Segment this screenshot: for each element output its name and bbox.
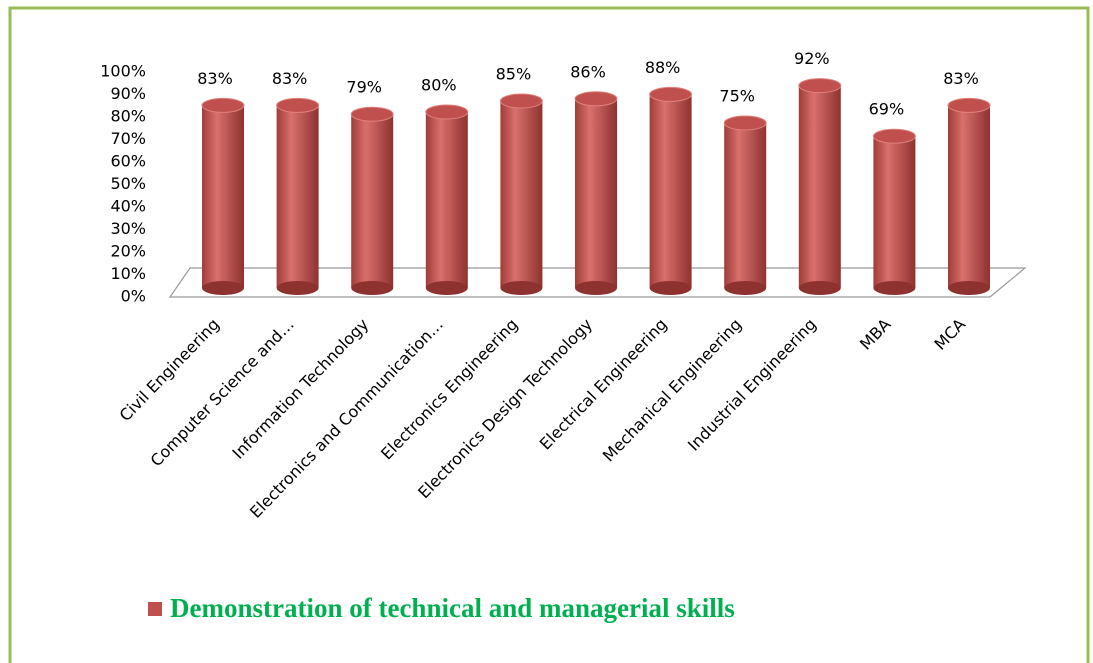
y-tick-label: 90% — [110, 84, 146, 103]
legend-label: Demonstration of technical and manageria… — [170, 593, 735, 623]
bar-top — [350, 106, 394, 122]
x-tick-label: MBA — [856, 315, 895, 354]
bar-base — [202, 281, 244, 295]
bar-top — [574, 91, 618, 107]
bar-base — [575, 281, 617, 295]
x-tick-label: Industrial Engineering — [684, 315, 820, 455]
bar-top — [425, 104, 469, 120]
bar-top — [723, 115, 767, 131]
value-label: 83% — [272, 69, 308, 88]
bar-top — [947, 97, 991, 113]
x-tick-label: Electrical Engineering — [536, 315, 671, 454]
y-tick-label: 60% — [110, 152, 146, 171]
y-tick-label: 80% — [110, 107, 146, 126]
value-label: 83% — [197, 69, 233, 88]
bar-top — [872, 128, 916, 144]
bar-base — [873, 281, 916, 295]
bar-base — [500, 281, 543, 295]
value-label: 80% — [421, 76, 457, 95]
y-tick-label: 100% — [100, 62, 146, 81]
bar — [202, 105, 244, 289]
floor — [168, 267, 1027, 298]
x-tick-label: Computer Science and… — [147, 315, 298, 471]
value-label: 75% — [719, 87, 755, 106]
y-tick-label: 70% — [110, 129, 146, 148]
bar — [500, 101, 543, 288]
y-tick-label: 40% — [110, 197, 146, 216]
y-tick-label: 0% — [121, 287, 146, 306]
bar-base — [649, 281, 692, 295]
bar-top — [499, 93, 543, 109]
value-label: 83% — [943, 69, 979, 88]
bar — [649, 94, 692, 289]
bar — [575, 98, 617, 288]
bar-top — [649, 86, 693, 102]
bar — [724, 123, 767, 288]
bar-top — [276, 97, 320, 113]
x-tick-label: MCA — [930, 315, 969, 354]
bar-base — [425, 281, 468, 295]
bar-base — [724, 281, 767, 295]
legend-swatch — [148, 602, 162, 616]
bar — [425, 112, 468, 288]
bar — [798, 85, 841, 288]
bar — [948, 105, 990, 289]
bar-top — [201, 97, 245, 113]
value-label: 92% — [794, 49, 830, 68]
value-label: 88% — [645, 58, 681, 77]
x-tick-label: Information Technology — [229, 315, 373, 463]
x-tick-label: Electronics Engineering — [377, 315, 521, 464]
bar-base — [948, 281, 990, 295]
y-tick-label: 10% — [110, 264, 146, 283]
bar-base — [276, 281, 319, 295]
bar-base — [798, 281, 841, 295]
value-label: 86% — [570, 62, 606, 81]
value-label: 69% — [869, 100, 905, 119]
bar — [873, 136, 916, 288]
value-label: 85% — [496, 65, 532, 84]
bar-base — [351, 281, 394, 295]
bar — [351, 114, 394, 288]
y-tick-label: 20% — [110, 242, 146, 261]
y-tick-label: 30% — [110, 219, 146, 238]
frame — [8, 6, 1090, 663]
x-tick-label: Mechanical Engineering — [599, 315, 745, 466]
y-tick-label: 50% — [110, 174, 146, 193]
bar-top — [798, 78, 842, 94]
bar — [276, 105, 319, 289]
value-label: 79% — [346, 78, 382, 97]
